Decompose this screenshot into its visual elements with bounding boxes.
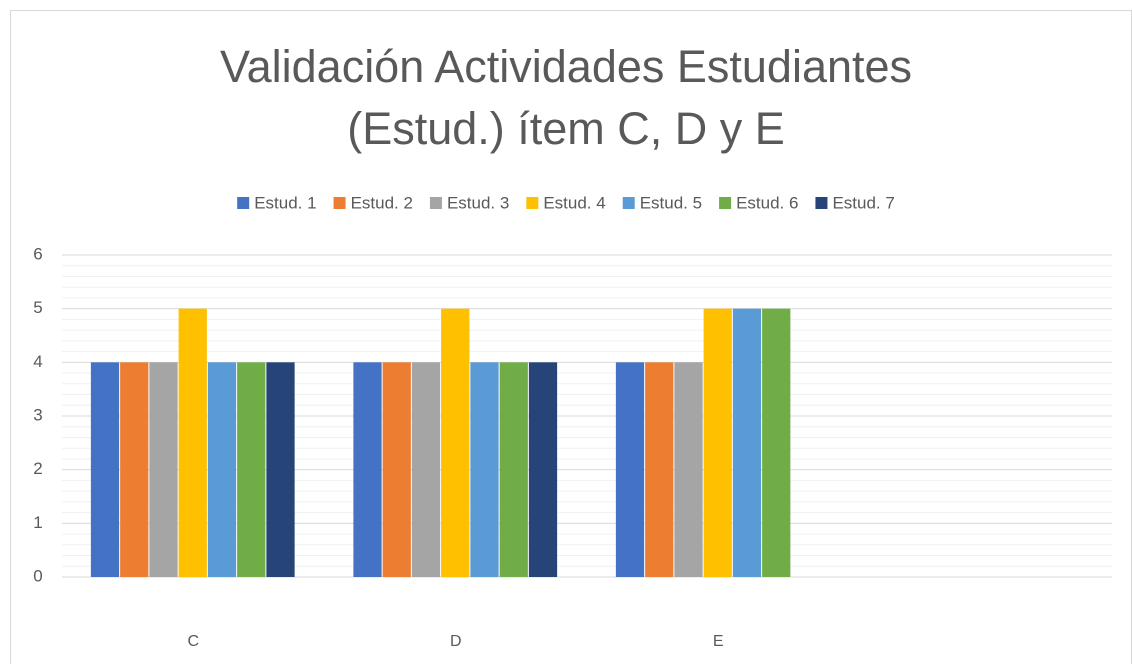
legend-swatch: [237, 197, 250, 209]
bar: [645, 362, 674, 577]
legend-swatch: [526, 197, 539, 209]
bar: [90, 362, 120, 577]
bar: [178, 308, 207, 577]
legend-swatch: [815, 197, 828, 209]
x-tick-label: C: [187, 633, 199, 650]
bar: [149, 362, 178, 577]
bar: [528, 362, 558, 577]
legend-label: Estud. 7: [832, 193, 894, 212]
legend-label: Estud. 3: [447, 193, 509, 212]
legend-swatch: [622, 197, 635, 209]
legend-swatch: [429, 197, 442, 209]
legend-label: Estud. 6: [736, 193, 798, 212]
legend-swatch: [719, 197, 732, 209]
bar: [266, 362, 295, 577]
y-tick-label: 0: [33, 566, 42, 585]
bar: [674, 362, 703, 577]
y-tick-label: 6: [33, 244, 42, 263]
bar: [732, 308, 762, 577]
bar: [353, 362, 382, 577]
y-tick-label: 4: [33, 352, 42, 371]
bar: [499, 362, 528, 577]
legend-label: Estud. 1: [254, 193, 316, 212]
bar: [237, 362, 266, 577]
bar: [120, 362, 149, 577]
bar: [207, 362, 237, 577]
y-tick-label: 1: [33, 513, 42, 532]
legend-swatch: [333, 197, 346, 209]
legend-label: Estud. 4: [543, 193, 605, 212]
bar: [382, 362, 411, 577]
x-tick-label: D: [450, 633, 462, 650]
y-tick-label: 5: [33, 298, 42, 317]
bar: [411, 362, 441, 577]
legend-label: Estud. 2: [351, 193, 413, 212]
bar: [615, 362, 645, 577]
bar: [703, 308, 732, 577]
y-tick-label: 2: [33, 459, 42, 478]
bar: [762, 308, 791, 577]
x-tick-label: E: [713, 633, 724, 650]
y-tick-label: 3: [33, 405, 42, 424]
bar: [470, 362, 499, 577]
bar: [441, 308, 470, 577]
legend-label: Estud. 5: [640, 193, 702, 212]
chart-title: Validación Actividades Estudiantes (Estu…: [219, 41, 913, 154]
